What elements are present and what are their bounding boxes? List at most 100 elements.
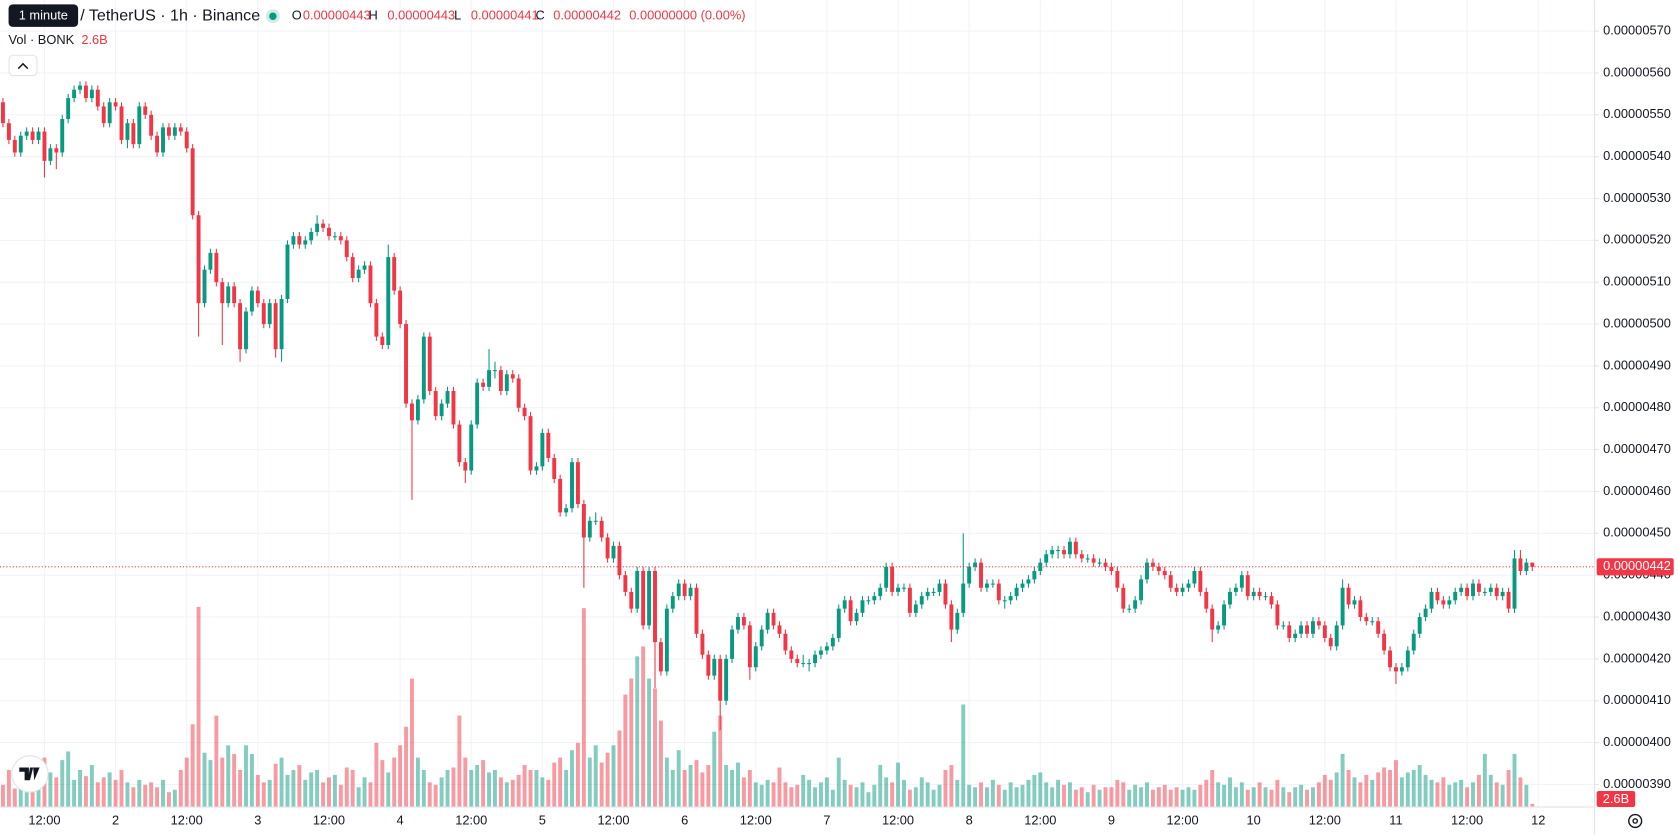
y-tick-label: 0.00000390 <box>1603 776 1671 791</box>
candle-body <box>1382 633 1387 651</box>
candle-body <box>238 303 243 350</box>
candle-body <box>368 265 373 304</box>
legend-value: 0.00000442 <box>553 8 621 23</box>
candle-body <box>113 102 118 107</box>
candle-body <box>510 374 515 379</box>
candle-body <box>481 382 486 387</box>
candle-body <box>66 98 71 119</box>
legend-value: 0.00000443 <box>387 8 455 23</box>
candle-body <box>1346 587 1351 605</box>
candle-layer <box>1 81 1535 731</box>
collapse-icon <box>17 62 29 70</box>
volume-bar <box>1050 787 1055 808</box>
candle-body <box>516 378 521 408</box>
volume-bar <box>184 757 189 808</box>
candle-body <box>445 391 450 404</box>
volume-bar <box>149 782 154 808</box>
candle-body <box>178 127 183 132</box>
volume-bar <box>297 765 302 808</box>
volume-bar <box>647 678 652 808</box>
x-tick-label: 12:00 <box>740 812 772 827</box>
volume-bar <box>273 763 278 808</box>
candle-body <box>1494 587 1499 597</box>
candle-body <box>593 520 598 522</box>
candle-body <box>1251 591 1256 597</box>
candle-body <box>362 265 367 270</box>
volume-bar <box>564 769 569 808</box>
candle-body <box>747 625 752 668</box>
candle-body <box>1411 633 1416 651</box>
volume-bar <box>658 720 663 808</box>
candle-body <box>1500 591 1505 597</box>
candle-body <box>534 466 539 471</box>
y-tick-label: 0.00000530 <box>1603 190 1671 205</box>
volume-bar <box>516 774 521 808</box>
volume-bar <box>1476 774 1481 808</box>
candle-body <box>1299 625 1304 634</box>
candle-body <box>1073 541 1078 555</box>
candle-body <box>605 537 610 559</box>
candle-body <box>1097 562 1102 564</box>
candle-body <box>1192 570 1197 584</box>
candle-body <box>581 504 586 538</box>
settings-icon[interactable] <box>1628 813 1643 829</box>
volume-bar <box>475 765 480 808</box>
volume-bar <box>1180 789 1185 808</box>
candle-body <box>1228 591 1232 605</box>
volume-bar <box>1044 782 1049 808</box>
volume-bar <box>72 779 77 808</box>
candle-body <box>338 236 343 241</box>
y-tick-label: 0.00000400 <box>1603 734 1671 749</box>
volume-bar <box>356 787 361 808</box>
volume-bar <box>1500 784 1505 808</box>
x-tick-label: 9 <box>1108 812 1115 827</box>
volume-bar <box>404 726 408 808</box>
candle-body <box>706 654 711 676</box>
candle-body <box>712 658 717 676</box>
y-tick-label: 0.00000490 <box>1603 357 1671 372</box>
volume-bar <box>24 792 29 808</box>
volume-bar <box>1275 779 1280 808</box>
volume-bar <box>913 787 918 808</box>
volume-bar <box>943 769 948 808</box>
candle-body <box>896 587 900 592</box>
candle-body <box>249 290 254 312</box>
collapse-button[interactable] <box>8 54 38 77</box>
volume-bar <box>694 760 699 808</box>
volume-bar <box>1388 769 1392 808</box>
candle-body <box>433 391 438 417</box>
candle-body <box>1245 575 1250 597</box>
candle-body <box>95 89 100 107</box>
candle-body <box>1127 608 1132 610</box>
volume-legend-value: 2.6B <box>81 32 107 47</box>
candle-body <box>1239 575 1244 588</box>
volume-bar <box>546 779 551 808</box>
candle-body <box>244 311 248 350</box>
volume-bar <box>410 678 414 808</box>
candle-body <box>226 286 231 304</box>
y-tick-label: 0.00000480 <box>1603 399 1671 414</box>
candle-body <box>83 85 88 99</box>
volume-bar <box>558 757 563 808</box>
volume-bar <box>1156 787 1161 808</box>
candle-body <box>1150 562 1155 567</box>
legend-key: L <box>454 8 461 23</box>
legend-key: H <box>368 8 377 23</box>
volume-bar <box>220 757 225 808</box>
volume-bar <box>1322 774 1327 808</box>
candle-body <box>854 612 859 622</box>
volume-bar <box>925 782 930 808</box>
candle-body <box>1050 550 1055 555</box>
volume-bar <box>801 774 806 808</box>
volume-bar <box>12 788 17 808</box>
candle-body <box>321 223 326 228</box>
volume-bar <box>1079 787 1084 808</box>
candle-body <box>1168 575 1173 588</box>
x-tick-label: 5 <box>539 812 546 827</box>
volume-bar <box>18 779 23 808</box>
volume-bar <box>398 745 403 808</box>
candle-body <box>884 566 889 588</box>
candle-body <box>830 637 835 647</box>
candle-body <box>457 424 462 463</box>
volume-bar <box>54 777 59 808</box>
